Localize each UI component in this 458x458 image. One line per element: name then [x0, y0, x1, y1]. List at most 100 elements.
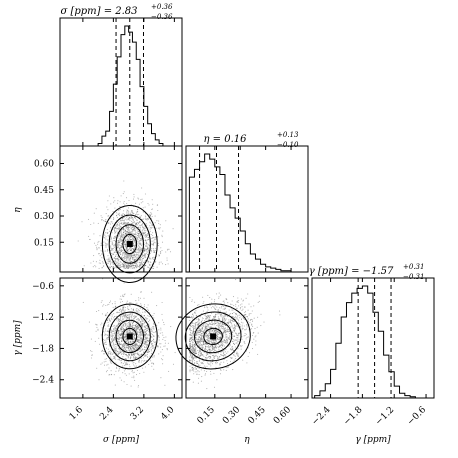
scatter-point: [218, 312, 220, 314]
scatter-point: [110, 221, 112, 223]
scatter-point: [203, 301, 205, 303]
scatter-point: [195, 321, 197, 323]
scatter-point: [139, 235, 141, 237]
scatter-point: [140, 215, 142, 217]
scatter-point: [191, 317, 193, 319]
scatter-point: [213, 331, 215, 333]
scatter-point: [110, 354, 112, 356]
scatter-point: [206, 362, 209, 364]
scatter-point: [149, 257, 151, 260]
scatter-point: [128, 265, 130, 267]
scatter-point: [136, 236, 138, 238]
scatter-point: [124, 254, 126, 256]
scatter-point: [153, 250, 155, 252]
scatter-point: [112, 330, 114, 332]
scatter-point: [229, 337, 231, 339]
scatter-point: [143, 346, 146, 348]
scatter-point: [203, 366, 205, 368]
scatter-point: [132, 228, 134, 230]
scatter-point: [162, 230, 164, 232]
scatter-point: [130, 267, 132, 269]
scatter-point: [124, 222, 126, 224]
scatter-point: [129, 231, 131, 233]
scatter-point: [118, 341, 121, 343]
scatter-point: [160, 351, 162, 353]
scatter-point: [131, 312, 133, 314]
scatter-point: [141, 353, 143, 355]
scatter-point: [231, 309, 233, 311]
scatter-point: [206, 352, 209, 354]
scatter-point: [126, 355, 128, 357]
scatter-point: [114, 384, 116, 386]
scatter-point: [146, 248, 148, 250]
scatter-point: [132, 324, 134, 326]
scatter-point: [124, 369, 126, 371]
scatter-point: [107, 321, 109, 323]
scatter-point: [124, 334, 126, 336]
scatter-point: [148, 350, 150, 352]
scatter-point: [129, 232, 131, 234]
scatter-point: [144, 355, 146, 357]
scatter-point: [115, 305, 117, 307]
scatter-point: [192, 339, 194, 341]
scatter-point: [138, 235, 140, 237]
scatter-point: [146, 307, 148, 309]
scatter-point: [135, 300, 137, 302]
scatter-point: [224, 329, 226, 331]
scatter-point: [201, 361, 203, 364]
scatter-point: [157, 242, 159, 244]
scatter-point: [227, 302, 229, 304]
scatter-point: [144, 328, 146, 330]
scatter-point: [140, 202, 142, 204]
scatter-point: [192, 370, 194, 372]
scatter-point: [228, 313, 231, 315]
scatter-point: [209, 326, 212, 328]
scatter-point: [125, 362, 127, 364]
scatter-point: [115, 226, 117, 228]
scatter-point: [141, 359, 143, 362]
scatter-point: [163, 345, 165, 347]
scatter-point: [204, 366, 206, 368]
scatter-point: [113, 201, 115, 203]
scatter-point: [193, 368, 195, 370]
scatter-point: [119, 248, 121, 250]
scatter-point: [123, 258, 125, 260]
scatter-point: [116, 202, 119, 204]
scatter-point: [132, 198, 135, 200]
scatter-point: [122, 320, 124, 322]
scatter-point: [138, 250, 140, 252]
scatter-point: [220, 313, 222, 315]
scatter-point: [241, 328, 243, 330]
scatter-point: [200, 328, 202, 330]
scatter-point: [123, 191, 125, 193]
scatter-point: [213, 321, 216, 323]
scatter-point: [160, 261, 162, 263]
scatter-point: [108, 195, 110, 197]
scatter-point: [251, 324, 253, 326]
scatter-point: [109, 267, 111, 269]
scatter-point: [104, 343, 106, 345]
scatter-point: [228, 345, 230, 347]
scatter-point: [158, 261, 160, 263]
scatter-point: [111, 333, 114, 335]
scatter-point: [140, 234, 142, 236]
scatter-point: [132, 333, 134, 335]
scatter-point: [213, 347, 215, 349]
scatter-point: [196, 371, 198, 373]
scatter-point: [137, 248, 139, 250]
scatter-point: [127, 321, 129, 324]
scatter-point: [237, 353, 239, 355]
scatter-point: [121, 266, 123, 268]
scatter-point: [95, 330, 97, 332]
scatter-point: [123, 241, 125, 243]
scatter-point: [136, 318, 138, 321]
scatter-point: [247, 309, 249, 311]
scatter-point: [151, 225, 153, 227]
scatter-point: [218, 343, 220, 345]
scatter-point: [204, 314, 206, 316]
scatter-point: [115, 232, 117, 234]
scatter-point: [143, 297, 145, 299]
scatter-point: [206, 326, 208, 328]
scatter-point: [191, 343, 193, 346]
scatter-point: [125, 325, 127, 327]
